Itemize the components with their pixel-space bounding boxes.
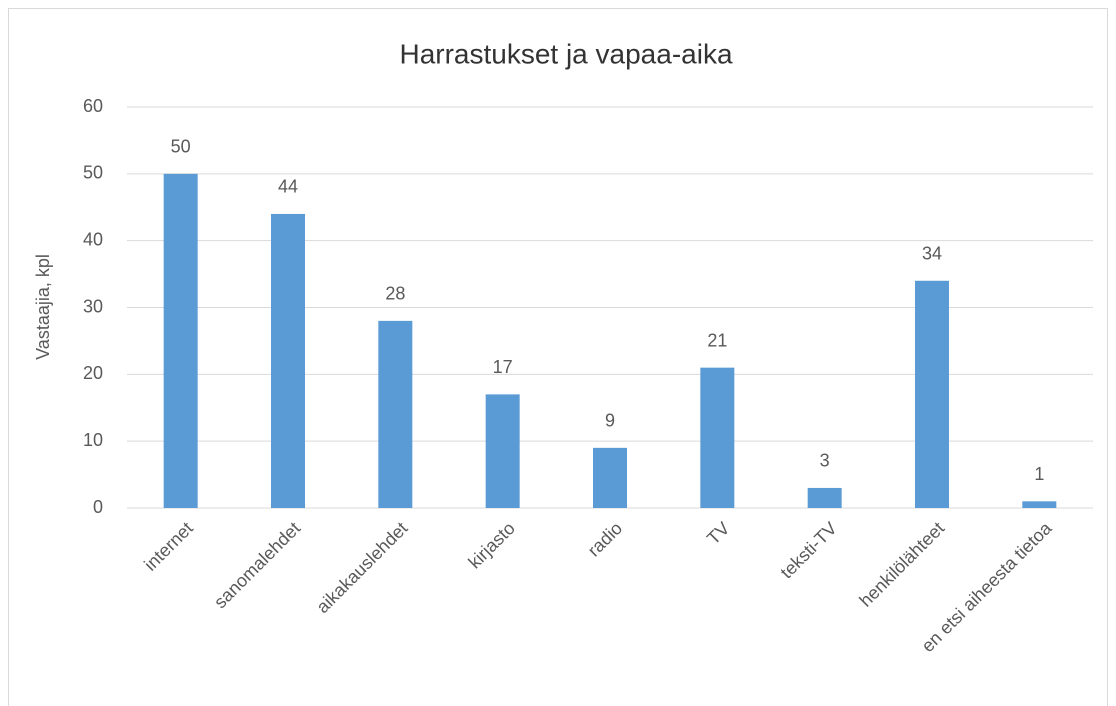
data-label: 1 — [1034, 464, 1044, 484]
x-tick-label: internet — [140, 518, 197, 575]
x-tick-label: sanomalehdet — [210, 518, 304, 612]
bar — [271, 213, 305, 508]
data-label: 9 — [605, 411, 615, 431]
y-tick-label: 40 — [83, 229, 103, 249]
bar — [1022, 501, 1057, 508]
bar — [593, 447, 627, 508]
x-tick-label: teksti-TV — [776, 518, 840, 582]
chart-title: Harrastukset ja vapaa-aika — [399, 38, 732, 69]
x-tick-label: kirjasto — [464, 518, 518, 572]
y-tick-label: 20 — [83, 363, 103, 383]
data-label: 17 — [493, 357, 513, 377]
y-tick-label: 0 — [93, 497, 103, 517]
bar — [485, 394, 520, 508]
x-tick-label: aikakauslehdet — [312, 518, 411, 617]
data-label: 28 — [385, 284, 405, 304]
bar — [163, 173, 198, 509]
x-tick-label: henkilölähteet — [855, 518, 948, 611]
bar — [915, 280, 949, 508]
bar — [378, 320, 413, 508]
data-label: 3 — [820, 451, 830, 471]
chart-border — [8, 8, 1108, 706]
y-tick-label: 10 — [83, 430, 103, 450]
bar — [807, 487, 842, 508]
y-axis-label: Vastaajia, kpl — [33, 254, 53, 360]
data-label: 44 — [278, 177, 298, 197]
y-tick-label: 30 — [83, 296, 103, 316]
x-tick-label: radio — [584, 518, 626, 560]
y-tick-label: 50 — [83, 163, 103, 183]
bar — [700, 367, 735, 508]
x-tick-label: TV — [703, 518, 733, 548]
data-label: 21 — [707, 330, 727, 350]
data-label: 34 — [922, 244, 942, 264]
y-tick-label: 60 — [83, 96, 103, 116]
data-label: 50 — [171, 137, 191, 157]
